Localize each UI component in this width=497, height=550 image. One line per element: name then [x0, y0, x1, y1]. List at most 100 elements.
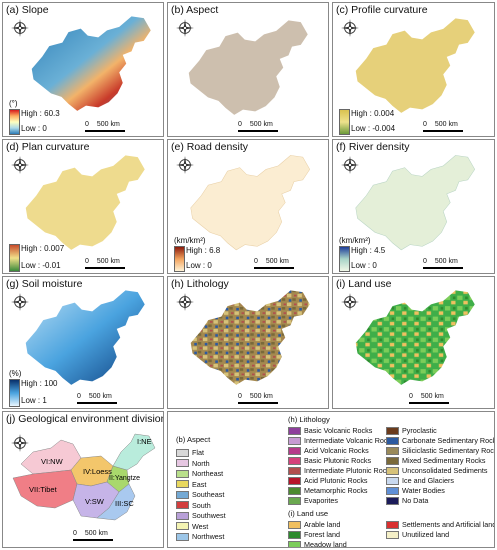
region-label: VII:Tibet [29, 485, 58, 494]
panel-title: (h) Lithology [171, 278, 229, 290]
region-label: III:SC [115, 499, 134, 508]
legend-label: Acid Volcanic Rocks [304, 446, 369, 455]
legend-label: No Data [402, 496, 429, 505]
legend-label: Intermediate Volcanic Rocks [304, 436, 395, 445]
panel-land-use: (i) Land use 0 500 km [332, 276, 495, 409]
legend-item: Southwest [176, 511, 226, 520]
legend-high: High : 6.8 [186, 246, 221, 255]
unit-label: (°) [9, 99, 18, 108]
legend-low: Low : 0 [21, 124, 47, 133]
legend-swatch [288, 446, 301, 455]
unit-label: (%) [9, 369, 22, 378]
legend-swatch [386, 530, 399, 539]
scale-zero: 0 [238, 393, 242, 400]
panel-geological-division: (j) Geological environment division VI:N… [2, 411, 164, 548]
scale-distance: 500 km [96, 121, 120, 128]
legend-swatch [288, 496, 301, 505]
china-map [25, 290, 145, 385]
scale-zero: 0 [409, 393, 413, 400]
legend-high: High : 0.004 [351, 109, 395, 118]
color-ramp [9, 109, 20, 135]
legend-high: High : 0.007 [21, 244, 65, 253]
scale-distance: 500 km [249, 393, 273, 400]
panel-profile-curvature: (c) Profile curvature High : 0.004 Low :… [332, 2, 495, 137]
aspect-legend-title: (b) Aspect [176, 435, 211, 444]
legend-label: Evaporites [304, 496, 338, 505]
legend-label: Northwest [192, 532, 225, 541]
panel-title: (b) Aspect [171, 4, 219, 16]
legend-item: Intermediate Plutonic Rocks [288, 466, 394, 475]
legend-label: Northeast [192, 469, 224, 478]
region-label: IV:Loess [83, 467, 112, 476]
scale-distance: 500 km [420, 393, 444, 400]
legend-item: Unconsolidated Sediments [386, 466, 488, 475]
scale-zero: 0 [85, 258, 89, 265]
panel-title: (a) Slope [6, 4, 49, 16]
panel-title: (c) Profile curvature [336, 4, 428, 16]
legend-label: South [192, 500, 211, 510]
legend-swatch [176, 490, 189, 499]
region-sc [96, 483, 136, 521]
color-ramp [339, 246, 350, 272]
scale-bar: 0 500 km [423, 121, 483, 135]
legend-swatch [386, 520, 399, 529]
scale-distance: 500 km [434, 121, 458, 128]
legend-label: Southwest [192, 511, 226, 520]
panel-aspect: (b) Aspect 0 500 km [167, 2, 329, 137]
legend-label: Water Bodies [402, 486, 445, 495]
panel-plan-curvature: (d) Plan curvature High : 0.007 Low : -0… [2, 139, 164, 274]
panel-lithology: (h) Lithology 0 500 km [167, 276, 329, 409]
legend-label: Basic Volcanic Rocks [304, 426, 373, 435]
legend-swatch [288, 520, 301, 529]
legend-item: Mixed Sedimentary Rocks [386, 456, 486, 465]
unit-label: (km/km²) [339, 236, 371, 245]
legend-swatch [288, 436, 301, 445]
legend-swatch [288, 476, 301, 485]
legend-swatch [386, 466, 399, 475]
legend-item: Southeast [176, 490, 224, 499]
panel-road-density: (e) Road density (km/km²) High : 6.8 Low… [167, 139, 329, 274]
scale-zero: 0 [423, 121, 427, 128]
legend-label: North [192, 458, 210, 468]
legend-swatch [288, 456, 301, 465]
region-ne [112, 433, 156, 471]
legend-swatch [176, 522, 189, 530]
legend-swatch [176, 480, 189, 488]
legend-swatch [386, 436, 399, 445]
legend-label: Siliciclastic Sedimentary Rocks [402, 446, 495, 455]
legend-swatch [386, 486, 399, 495]
china-map [190, 290, 310, 385]
legend-low: Low : -0.01 [21, 261, 61, 270]
legend-item: Forest land [288, 530, 340, 539]
scale-bar: 0 500 km [254, 258, 314, 272]
panel-title: (e) Road density [171, 141, 249, 153]
legend-swatch [176, 469, 189, 478]
panel-legends: (b) Aspect Flat North Northeast East Southea… [167, 411, 495, 548]
scale-distance: 500 km [84, 530, 108, 537]
region-label: VI:NW [41, 457, 64, 466]
scale-distance: 500 km [265, 258, 289, 265]
legend-swatch [176, 532, 189, 541]
region-label: I:NE [137, 437, 152, 446]
panel-title: (i) Land use [336, 278, 392, 290]
legend-item: Acid Plutonic Rocks [288, 476, 368, 485]
legend-swatch [176, 501, 189, 509]
legend-swatch [176, 511, 189, 520]
legend-swatch [176, 459, 189, 467]
legend-label: Southeast [192, 490, 225, 499]
legend-item: Basic Plutonic Rocks [288, 456, 371, 465]
legend-swatch [386, 446, 399, 455]
panel-river-density: (f) River density (km/km²) High : 4.5 Lo… [332, 139, 495, 274]
scale-zero: 0 [73, 530, 77, 537]
legend-item: Ice and Glaciers [386, 476, 454, 485]
legend-label: Unutilized land [402, 530, 450, 539]
legend-item: South [176, 501, 211, 510]
panel-soil-moisture: (g) Soil moisture (%) High : 100 Low : 1… [2, 276, 164, 409]
legend-swatch [288, 530, 301, 539]
panel-slope: (a) Slope (°) High : 60.3 Low : 0 0 500 … [2, 2, 164, 137]
legend-item: Acid Volcanic Rocks [288, 446, 369, 455]
legend-item: Arable land [288, 520, 340, 529]
scale-bar: 0 500 km [238, 393, 298, 407]
legend-low: Low : 0 [186, 261, 212, 270]
scale-zero: 0 [85, 121, 89, 128]
